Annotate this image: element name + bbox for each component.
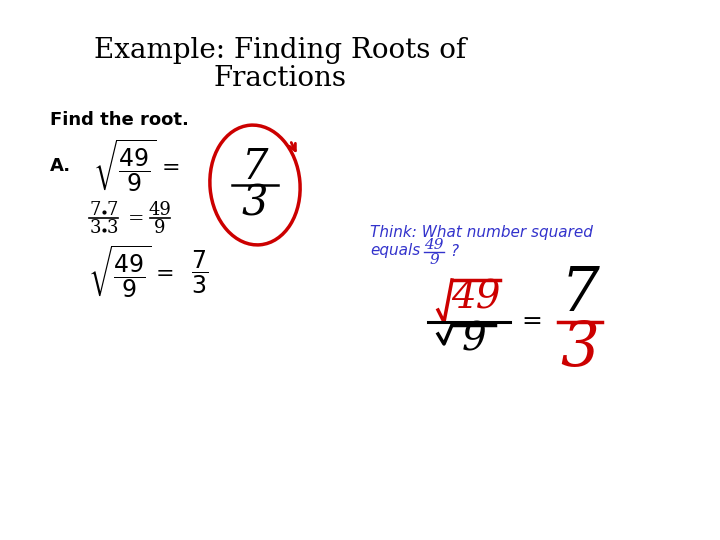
Text: Find the root.: Find the root.	[50, 111, 189, 129]
Text: $=$: $=$	[157, 156, 179, 176]
Text: $\sqrt{\dfrac{49}{9}}$: $\sqrt{\dfrac{49}{9}}$	[89, 244, 152, 301]
Text: Think: What number squared: Think: What number squared	[370, 225, 593, 240]
Text: 7: 7	[107, 201, 117, 219]
Text: Example: Finding Roots of: Example: Finding Roots of	[94, 37, 466, 64]
Text: 7: 7	[242, 146, 269, 188]
Text: 3: 3	[242, 182, 269, 224]
Text: 9: 9	[462, 321, 487, 359]
Text: 49: 49	[148, 201, 171, 219]
Text: 9: 9	[429, 253, 439, 267]
Text: =: =	[127, 210, 144, 228]
Text: 49: 49	[424, 238, 444, 252]
Text: 3: 3	[89, 219, 101, 237]
Text: $\dfrac{7}{3}$: $\dfrac{7}{3}$	[192, 248, 209, 296]
Text: $=$: $=$	[150, 262, 174, 282]
Text: 3: 3	[107, 219, 118, 237]
Text: 9: 9	[154, 219, 166, 237]
Text: 7: 7	[561, 264, 600, 324]
Text: 7: 7	[89, 201, 101, 219]
Text: A.: A.	[50, 157, 71, 175]
Text: 3: 3	[561, 318, 600, 378]
Text: equals: equals	[370, 244, 420, 259]
Text: 49: 49	[451, 280, 500, 316]
Text: ?: ?	[450, 245, 458, 260]
Text: =: =	[521, 310, 542, 334]
Text: Fractions: Fractions	[214, 64, 346, 91]
Text: $\sqrt{\dfrac{49}{9}}$: $\sqrt{\dfrac{49}{9}}$	[94, 137, 157, 194]
